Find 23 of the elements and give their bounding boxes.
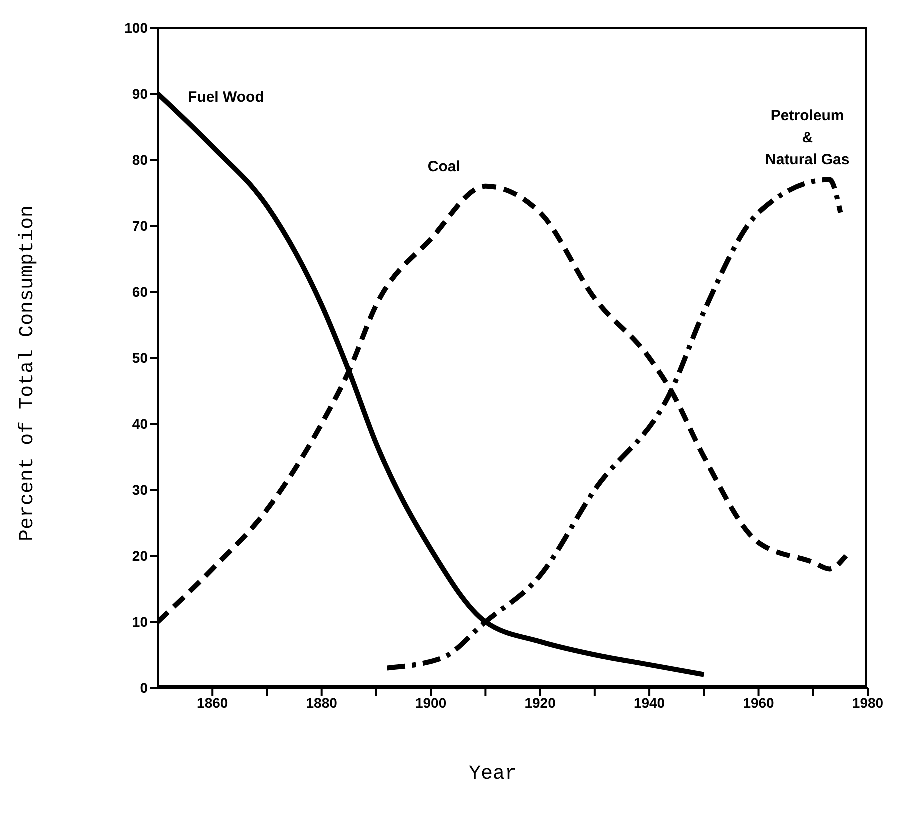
y-tick-label: 80	[132, 152, 148, 168]
y-tick-label: 70	[132, 218, 148, 234]
y-tick-label: 0	[140, 680, 148, 696]
y-tick-label: 90	[132, 86, 148, 102]
x-tick-label: 1920	[524, 694, 556, 711]
y-axis-title: Percent of Total Consumption	[16, 204, 40, 542]
x-tick-label: 1980	[852, 694, 884, 711]
x-tick-label: 1880	[306, 694, 338, 711]
y-tick-label: 100	[124, 20, 148, 36]
x-axis-title: Year	[468, 763, 518, 786]
series-label: Coal	[428, 158, 460, 176]
x-tick-label: 1960	[743, 694, 775, 711]
x-tick-label: 1900	[416, 694, 447, 711]
x-tick-label: 1860	[197, 694, 228, 711]
x-tick-label: 1940	[634, 694, 666, 711]
series-label: Fuel Wood	[188, 89, 264, 106]
y-tick-label: 20	[132, 548, 148, 564]
y-tick-label: 40	[132, 416, 148, 432]
y-tick-label: 50	[132, 350, 148, 366]
y-tick-label: 10	[132, 614, 148, 630]
y-tick-label: 30	[132, 482, 148, 498]
y-tick-label: 60	[132, 284, 148, 300]
series-label: Petroleum & Natural Gas	[766, 108, 850, 169]
